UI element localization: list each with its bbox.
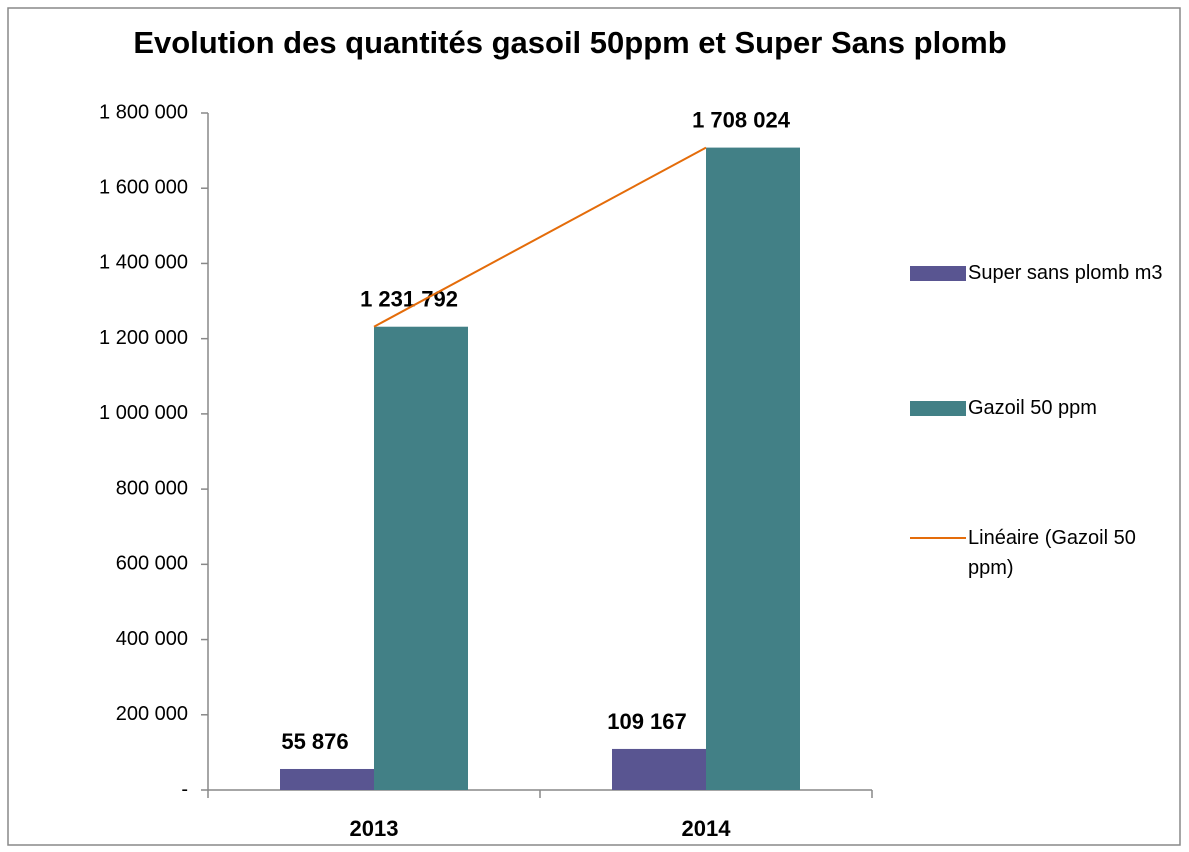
trendline: [373, 146, 707, 328]
x-tick-label: 2014: [682, 816, 732, 841]
chart-border: [7, 7, 1181, 846]
y-tick-label: 1 200 000: [99, 327, 188, 349]
bar: [706, 147, 800, 790]
bar: [280, 768, 374, 790]
legend-label: Gazoil 50 ppm: [968, 397, 1097, 419]
value-label: 55 876: [281, 729, 348, 754]
legend-swatch: [910, 401, 966, 416]
y-tick-label: 1 800 000: [99, 101, 188, 123]
value-label: 109 167: [607, 709, 687, 734]
legend-label: Super sans plomb m3: [968, 262, 1163, 284]
legend-swatch: [910, 266, 966, 281]
y-tick-label: 600 000: [116, 553, 188, 575]
y-tick-label: 1 600 000: [99, 177, 188, 199]
y-tick-label: 400 000: [116, 628, 188, 650]
chart-title: Evolution des quantités gasoil 50ppm et …: [133, 25, 1007, 60]
x-tick-label: 2013: [350, 816, 399, 841]
y-tick-label: 800 000: [116, 477, 188, 499]
legend-label: Linéaire (Gazoil 50 ppm): [968, 527, 1136, 579]
y-tick-label: -: [181, 778, 188, 800]
y-tick-label: 1 000 000: [99, 402, 188, 424]
bar: [612, 748, 706, 790]
bar: [374, 326, 468, 790]
value-label: 1 708 024: [692, 107, 791, 132]
y-tick-label: 1 400 000: [99, 252, 188, 274]
y-tick-label: 200 000: [116, 703, 188, 725]
